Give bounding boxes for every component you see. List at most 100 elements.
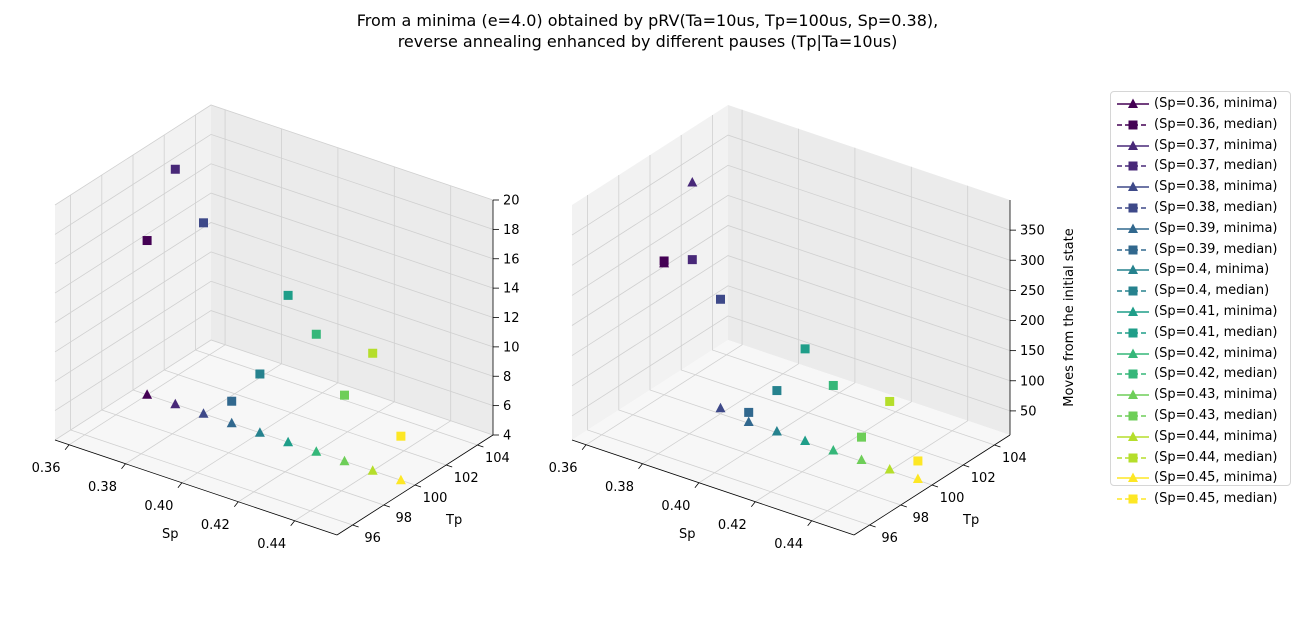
chart-title-line-1: From a minima (e=4.0) obtained by pRV(Ta… [356,11,939,30]
data-point [885,396,895,406]
legend-label: (Sp=0.42, median) [1154,366,1278,382]
data-point [912,473,923,483]
legend-square-marker-icon [1117,453,1149,463]
y-tick [477,444,484,448]
z-tick-label: 50 [1020,404,1037,419]
legend-triangle-marker-icon [1117,98,1149,108]
x-tick [64,444,70,450]
data-point [743,416,754,426]
z-tick-label: 10 [503,340,520,355]
data-point [715,402,726,413]
legend-label: (Sp=0.39, median) [1154,241,1278,257]
legend-label: (Sp=0.42, minima) [1154,345,1278,361]
legend-item: (Sp=0.36, median) [1111,115,1290,136]
legend-label: (Sp=0.37, minima) [1154,137,1278,153]
data-point [744,407,754,417]
grid-line [54,192,494,294]
legend-square-marker-icon [1117,411,1149,421]
z-tick-label: 14 [503,282,520,297]
data-point [340,390,349,400]
legend-item: (Sp=0.43, median) [1111,406,1290,427]
y-tick-label: 100 [940,491,965,506]
z-tick-label: 18 [503,223,520,238]
chart-title-line-2: reverse annealing enhanced by different … [397,32,898,51]
y-tick [963,464,970,468]
grid-line [54,280,494,382]
z-tick-label: 200 [1020,314,1045,329]
x-tick [694,482,700,488]
legend-square-marker-icon [1117,286,1149,296]
z-tick-label: 350 [1020,224,1045,239]
x-tick-label: 0.36 [32,461,61,476]
y-tick-label: 96 [881,531,898,546]
y-tick [383,504,390,508]
data-point [142,236,152,246]
legend-triangle-marker-icon [1117,306,1149,316]
x-tick-label: 0.42 [201,518,230,533]
y-axis-label: Tp [445,513,462,528]
data-point [828,380,838,390]
chart-title: From a minima (e=4.0) obtained by pRV(Ta… [0,10,1295,52]
y-tick-label: 100 [423,491,448,506]
data-point [339,455,350,466]
left-3d-axes: 0.36 0.38 0.40 0.42 0.44 96 98 100 102 104 4 6 8 10 12… [32,104,520,552]
legend-label: (Sp=0.44, median) [1154,449,1278,465]
y-tick [446,464,453,468]
grid-line [571,164,1011,266]
legend-label: (Sp=0.39, minima) [1154,220,1278,236]
y-tick [352,524,359,528]
y-tick [414,484,422,488]
legend-item: (Sp=0.44, minima) [1111,427,1290,448]
legend-item: (Sp=0.37, minima) [1111,136,1290,157]
grid-line [571,285,1011,387]
data-point [828,445,839,455]
grid-line [712,115,995,446]
legend-square-marker-icon [1117,328,1149,338]
x-axis-line [571,439,855,536]
x-tick [233,501,239,507]
legend-triangle-marker-icon [1117,472,1149,483]
grid-line [587,195,870,526]
legend-triangle-marker-icon [1117,389,1149,400]
legend-item: (Sp=0.39, minima) [1111,219,1290,240]
y-tick-label: 104 [1002,451,1027,466]
x-tick [638,463,643,469]
legend-item: (Sp=0.42, median) [1111,364,1290,385]
y-tick [869,524,876,528]
data-point [800,435,811,445]
x-tick [750,501,756,507]
data-point [395,474,406,485]
data-point [687,177,698,187]
z-tick-label: 12 [503,311,520,326]
data-point [856,454,867,464]
x-tick [177,482,183,488]
grid-line [571,134,1011,236]
grid-line [54,310,494,411]
legend-item: (Sp=0.45, median) [1111,489,1290,510]
grid-line [571,194,1011,296]
legend-item: (Sp=0.37, median) [1111,156,1290,177]
grid-line [649,155,933,486]
legend-label: (Sp=0.38, median) [1154,199,1278,215]
legend-item: (Sp=0.4, minima) [1111,260,1290,281]
z-tick-label: 16 [503,252,520,267]
grid-line [680,135,964,466]
z-tick-label: 20 [503,194,520,209]
grid-line [618,175,901,506]
y-axis-label: Tp [962,513,979,528]
legend-label: (Sp=0.4, minima) [1154,262,1270,278]
legend-label: (Sp=0.43, median) [1154,407,1278,423]
data-point [771,426,782,436]
grid-line [698,147,856,484]
data-point [283,436,294,447]
y-tick [900,504,907,508]
legend-square-marker-icon [1117,245,1149,255]
data-point [227,396,237,406]
y-tick [931,484,939,488]
x-axis-label: Sp [679,527,696,542]
legend-triangle-marker-icon [1117,140,1149,150]
y-tick-label: 96 [364,531,381,546]
y-tick-label: 102 [971,471,996,486]
z-tick-label: 8 [503,370,511,385]
legend-label: (Sp=0.44, minima) [1154,428,1278,444]
